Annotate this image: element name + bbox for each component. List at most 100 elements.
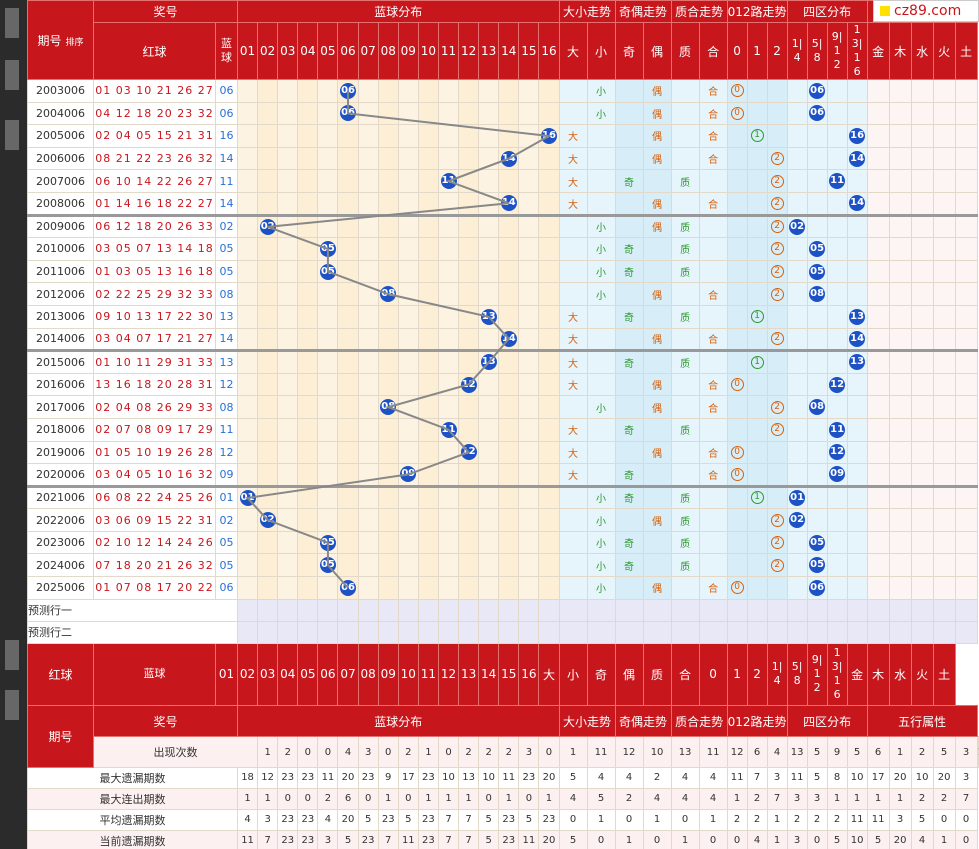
period-header[interactable]: 期号 [27,704,94,768]
num-header-13[interactable]: 13 [478,22,500,80]
prediction-cell[interactable] [518,598,540,622]
num-header-14[interactable]: 14 [498,22,520,80]
prediction-cell[interactable] [954,598,978,622]
prediction-cell[interactable] [337,598,359,622]
prediction-cell[interactable] [766,598,788,622]
num-header-01[interactable]: 01 [237,22,259,80]
prediction-cell[interactable] [642,620,672,644]
prediction-cell[interactable] [458,620,480,644]
prediction-cell[interactable] [237,620,259,644]
prediction-cell[interactable] [586,620,616,644]
prediction-cell[interactable] [498,620,520,644]
num-header-09[interactable]: 09 [397,22,419,80]
period-header[interactable]: 期号 排序 [27,0,94,80]
num-header-16[interactable]: 16 [538,22,560,80]
prediction-cell[interactable] [746,598,768,622]
num-header-03[interactable]: 03 [277,22,299,80]
prediction-cell[interactable] [317,598,339,622]
prediction-cell[interactable] [698,598,728,622]
num-header-12[interactable]: 12 [458,22,480,80]
period-cell[interactable]: 2015006 [27,350,94,374]
num-header-13[interactable]: 13 [458,642,480,706]
num-header-02[interactable]: 02 [257,22,279,80]
period-cell[interactable]: 2024006 [27,553,94,578]
prediction-cell[interactable] [337,620,359,644]
num-header-03[interactable]: 03 [257,642,279,706]
prediction-cell[interactable] [888,620,912,644]
prediction-cell[interactable] [437,620,460,644]
prediction-cell[interactable] [888,598,912,622]
prediction-cell[interactable] [932,598,956,622]
prediction-cell[interactable] [766,620,788,644]
num-header-10[interactable]: 10 [417,22,439,80]
prediction-cell[interactable] [746,620,768,644]
num-header-02[interactable]: 02 [237,642,259,706]
num-header-10[interactable]: 10 [397,642,419,706]
prediction-cell[interactable] [846,598,868,622]
prediction-row-label[interactable]: 预测行一 [26,598,239,622]
num-header-14[interactable]: 14 [478,642,500,706]
num-header-16[interactable]: 16 [518,642,540,706]
period-cell[interactable]: 2018006 [27,417,94,442]
prediction-cell[interactable] [954,620,978,644]
prediction-cell[interactable] [357,620,379,644]
period-cell[interactable]: 2021006 [27,485,94,510]
prediction-cell[interactable] [910,620,934,644]
period-cell[interactable]: 2013006 [27,304,94,329]
prediction-cell[interactable] [277,620,299,644]
period-cell[interactable]: 2008006 [27,191,94,217]
prediction-cell[interactable] [297,620,319,644]
prediction-cell[interactable] [932,620,956,644]
prediction-row-label[interactable]: 预测行二 [26,620,239,644]
period-cell[interactable]: 2023006 [27,530,94,555]
num-header-06[interactable]: 06 [317,642,339,706]
prediction-cell[interactable] [866,598,890,622]
sort-toggle[interactable]: 排序 [65,37,84,48]
prediction-cell[interactable] [478,598,500,622]
prediction-cell[interactable] [377,620,399,644]
prediction-cell[interactable] [437,598,460,622]
prediction-cell[interactable] [417,620,439,644]
prediction-cell[interactable] [698,620,728,644]
prediction-cell[interactable] [586,598,616,622]
num-header-11[interactable]: 11 [437,22,460,80]
period-cell[interactable]: 2005006 [27,124,94,148]
num-header-05[interactable]: 05 [317,22,339,80]
prediction-cell[interactable] [786,598,808,622]
prediction-cell[interactable] [866,620,890,644]
num-header-04[interactable]: 04 [297,22,319,80]
period-cell[interactable]: 2022006 [27,508,94,532]
prediction-cell[interactable] [642,598,672,622]
prediction-cell[interactable] [357,598,379,622]
period-cell[interactable]: 2004006 [27,101,94,126]
period-cell[interactable]: 2007006 [27,169,94,193]
num-header-15[interactable]: 15 [518,22,540,80]
prediction-cell[interactable] [257,598,279,622]
prediction-cell[interactable] [726,620,748,644]
period-cell[interactable]: 2006006 [27,146,94,171]
prediction-cell[interactable] [826,620,848,644]
num-header-07[interactable]: 07 [337,642,359,706]
prediction-cell[interactable] [397,598,419,622]
prediction-cell[interactable] [538,620,560,644]
num-header-04[interactable]: 04 [277,642,299,706]
prediction-cell[interactable] [237,598,259,622]
num-header-08[interactable]: 08 [357,642,379,706]
prediction-cell[interactable] [478,620,500,644]
prediction-cell[interactable] [826,598,848,622]
period-cell[interactable]: 2012006 [27,282,94,306]
num-header-07[interactable]: 07 [357,22,379,80]
prediction-cell[interactable] [614,620,644,644]
prediction-cell[interactable] [257,620,279,644]
prediction-cell[interactable] [910,598,934,622]
prediction-cell[interactable] [558,598,588,622]
prediction-cell[interactable] [614,598,644,622]
period-cell[interactable]: 2020006 [27,463,94,488]
prediction-cell[interactable] [670,598,700,622]
num-header-01[interactable]: 01 [214,642,239,706]
prediction-cell[interactable] [417,598,439,622]
prediction-cell[interactable] [806,598,828,622]
period-cell[interactable]: 2011006 [27,259,94,284]
prediction-cell[interactable] [726,598,748,622]
num-header-11[interactable]: 11 [417,642,439,706]
